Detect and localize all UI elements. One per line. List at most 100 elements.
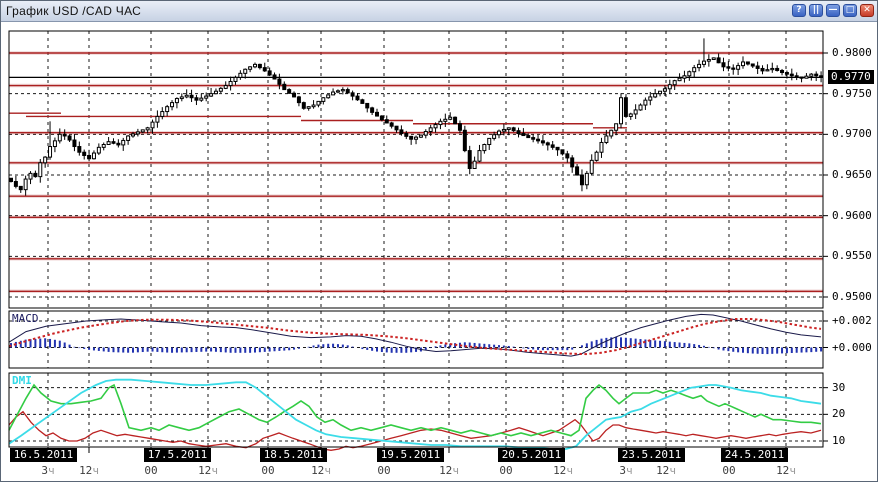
candle-body: [126, 135, 131, 141]
macd-histogram-bar: [44, 338, 47, 348]
candle-body: [711, 57, 716, 61]
macd-histogram-bar: [156, 347, 159, 352]
macd-histogram-bar: [781, 347, 784, 354]
candle-body: [672, 80, 677, 86]
macd-histogram-bar: [644, 339, 647, 348]
candle-body: [238, 72, 243, 78]
pause-icon[interactable]: ||: [809, 4, 823, 17]
candle-body: [775, 67, 780, 71]
candle-body: [545, 142, 550, 146]
candle-body: [399, 129, 404, 135]
candle-body: [57, 133, 62, 142]
candle-body: [638, 104, 643, 111]
time-tick-label: 3ч: [619, 464, 633, 477]
dmi-minus-di-line: [8, 410, 822, 451]
macd-histogram-bar: [473, 342, 476, 348]
macd-histogram-bar: [263, 347, 266, 352]
candle-body: [365, 102, 370, 109]
macd-histogram-bar: [595, 339, 598, 348]
title-bar[interactable]: График USD /CAD ЧАС ? || — □ ✕: [1, 1, 877, 22]
macd-histogram-bar: [371, 347, 374, 351]
macd-histogram-bar: [771, 347, 774, 354]
macd-histogram-bar: [478, 343, 481, 348]
macd-histogram-bar: [254, 347, 256, 353]
candle-body: [248, 66, 253, 70]
date-label: 23.5.2011: [618, 448, 685, 462]
candle-body: [311, 104, 316, 108]
macd-panel-label: MACD: [12, 312, 39, 325]
macd-histogram-bar: [507, 345, 510, 348]
macd-histogram-bar: [532, 347, 535, 350]
candle-body: [799, 76, 804, 79]
candle-body: [370, 107, 375, 113]
macd-histogram-bar: [498, 345, 500, 348]
candle-body: [682, 75, 687, 79]
macd-histogram-bar: [341, 344, 344, 348]
panel-bg: [9, 373, 823, 447]
candle-body: [77, 146, 82, 153]
time-tick-label: 12ч: [439, 464, 459, 477]
macd-histogram-bar: [141, 347, 144, 353]
macd-histogram-bar: [332, 343, 335, 348]
candle-body: [253, 63, 257, 68]
candle-body: [326, 94, 331, 99]
candle-body: [789, 73, 794, 77]
candle-body: [165, 106, 170, 113]
time-tick-label: 00: [377, 464, 391, 477]
macd-histogram-bar: [63, 342, 66, 348]
macd-histogram-bar: [307, 346, 310, 348]
candle-body: [428, 127, 433, 132]
macd-histogram-bar: [537, 347, 540, 350]
macd-histogram-bar: [742, 347, 744, 353]
panel-border: [8, 372, 824, 448]
candle-body: [223, 85, 228, 89]
candle-body: [233, 76, 238, 82]
macd-histogram-bar: [117, 347, 120, 353]
maximize-icon[interactable]: □: [843, 4, 857, 17]
macd-histogram-bar: [293, 347, 296, 350]
candle-body: [599, 141, 604, 153]
macd-histogram-bar: [795, 347, 798, 353]
macd-histogram-bar: [624, 337, 627, 348]
candle-body: [521, 133, 526, 137]
macd-histogram-bar: [649, 339, 652, 348]
candle-body: [614, 123, 619, 131]
price-axis-label: 0.9500: [832, 290, 872, 303]
minimize-icon[interactable]: —: [826, 4, 840, 17]
dmi-axis-label: 10: [832, 434, 846, 447]
candle-body: [218, 87, 223, 92]
macd-histogram-bar: [449, 343, 452, 348]
time-tick-label: 3ч: [41, 464, 55, 477]
macd-histogram-bar: [34, 338, 37, 348]
close-icon[interactable]: ✕: [860, 4, 874, 17]
candle-body: [72, 139, 77, 148]
macd-histogram-bar: [322, 344, 325, 348]
candle-body: [189, 94, 194, 99]
candle-body: [375, 111, 379, 117]
macd-histogram-bar: [776, 347, 779, 354]
dmi-plus-di-line: [8, 383, 822, 437]
candle-body: [506, 127, 511, 130]
candle-body: [501, 128, 506, 132]
macd-histogram-bar: [820, 347, 823, 352]
candle-body: [306, 106, 311, 109]
candle-body: [296, 96, 301, 104]
macd-histogram-bar: [551, 347, 554, 351]
candle-body: [555, 146, 560, 151]
macd-histogram-bar: [244, 347, 247, 353]
candle-body: [404, 133, 409, 137]
macd-histogram-bar: [146, 347, 149, 352]
price-axis-label: 0.9550: [832, 249, 872, 263]
macd-histogram-bar: [361, 347, 364, 350]
candle-body: [448, 116, 453, 120]
macd-histogram-bar: [805, 347, 808, 353]
macd-histogram-bar: [810, 347, 813, 353]
candle-body: [48, 146, 53, 158]
macd-signal-line: [8, 318, 822, 356]
candle-body: [467, 150, 472, 169]
chart-canvas[interactable]: [1, 21, 877, 481]
candle-body: [662, 88, 667, 92]
candle-body: [531, 137, 536, 140]
panel-border: [8, 30, 824, 309]
help-icon[interactable]: ?: [792, 4, 806, 17]
